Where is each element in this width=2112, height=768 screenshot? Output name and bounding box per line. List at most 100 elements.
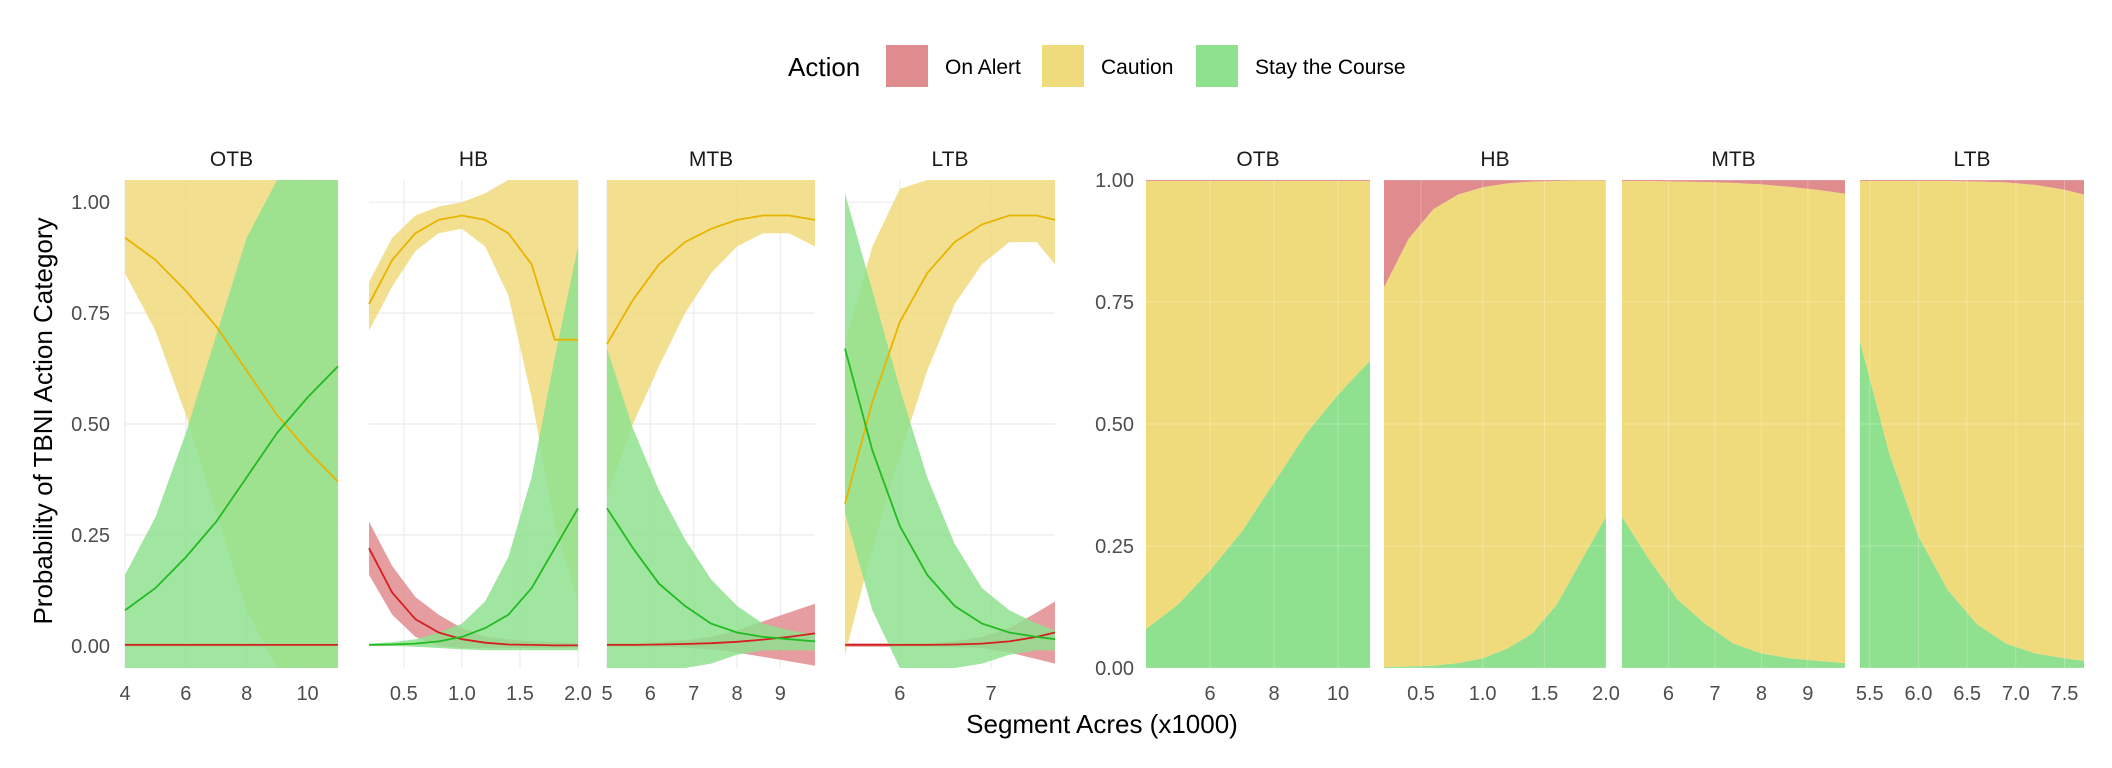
legend-title: Action xyxy=(788,52,860,82)
area-stay-the-course xyxy=(1146,360,1370,668)
legend-label-stay-the-course: Stay the Course xyxy=(1255,56,1406,79)
facet-title: LTB xyxy=(932,148,969,171)
y-tick-label: 0.75 xyxy=(71,303,110,325)
x-tick-label: 6 xyxy=(645,683,656,705)
x-tick-label: 7 xyxy=(986,683,997,705)
x-axis-title: Segment Acres (x1000) xyxy=(966,709,1238,739)
x-tick-label: 5.5 xyxy=(1856,683,1884,705)
legend-swatch-on-alert xyxy=(886,45,928,87)
y-axis-title: Probability of TBNI Action Category xyxy=(28,217,58,624)
x-tick-label: 5 xyxy=(601,683,612,705)
area-caution xyxy=(1384,180,1606,667)
area-on-alert xyxy=(1622,180,1845,194)
area-panel-hb: HB 0.5 1.0 1.5 2.0 xyxy=(1384,148,1620,705)
x-tick-label: 7 xyxy=(688,683,699,705)
y-tick-label: 0.25 xyxy=(1095,536,1134,558)
x-tick-label: 1.5 xyxy=(506,683,534,705)
facet-title: MTB xyxy=(1711,148,1755,171)
x-tick-label: 2.0 xyxy=(1592,683,1620,705)
x-tick-label: 1.0 xyxy=(1469,683,1497,705)
y-tick-label: 0.25 xyxy=(71,525,110,547)
legend: Action On Alert Caution Stay the Course xyxy=(788,45,1406,87)
line-caution xyxy=(368,214,578,341)
y-tick-label: 0.00 xyxy=(71,636,110,658)
line-stay-the-course xyxy=(368,507,579,646)
ribbon-panel-mtb: MTB 5 6 7 8 9 xyxy=(601,148,816,705)
x-tick-label: 8 xyxy=(1756,683,1767,705)
x-tick-label: 9 xyxy=(775,683,786,705)
area-panel-mtb: MTB 6 7 8 9 xyxy=(1622,148,1845,705)
ribbon-panel-hb: HB 0.5 1.0 1.5 2.0 xyxy=(368,148,592,705)
line-caution xyxy=(124,236,339,483)
ribbon-on-alert xyxy=(369,521,578,648)
ribbon-panel-otb: OTB 4 6 8 10 0.00 0.25 0.50 0.75 1.00 xyxy=(71,148,339,705)
x-tick-label: 6 xyxy=(1204,683,1215,705)
ribbon-caution xyxy=(607,180,815,495)
facet-title: LTB xyxy=(1954,148,1991,171)
legend-label-on-alert: On Alert xyxy=(945,56,1021,79)
x-tick-label: 0.5 xyxy=(1407,683,1435,705)
x-tick-label: 6.0 xyxy=(1905,683,1933,705)
legend-swatch-caution xyxy=(1042,45,1084,87)
stacked-area-panels: OTB 6 8 10 0.00 0.25 0.50 0.75 1.00 HB 0.5 1.0 1.5 2.… xyxy=(1095,148,2084,705)
area-on-alert xyxy=(1384,180,1606,288)
area-on-alert xyxy=(1860,180,2084,195)
x-tick-label: 8 xyxy=(241,683,252,705)
x-tick-label: 10 xyxy=(296,683,318,705)
x-tick-label: 1.0 xyxy=(448,683,476,705)
facet-title: OTB xyxy=(210,148,253,171)
x-tick-label: 0.5 xyxy=(390,683,418,705)
area-caution xyxy=(1622,181,1845,664)
facet-title: HB xyxy=(1480,148,1509,171)
y-tick-label: 0.50 xyxy=(71,414,110,436)
area-stay-the-course xyxy=(1622,516,1845,668)
x-tick-label: 4 xyxy=(119,683,130,705)
facet-title: MTB xyxy=(689,148,733,171)
x-tick-label: 7.0 xyxy=(2002,683,2030,705)
area-on-alert xyxy=(1146,180,1370,181)
y-tick-label: 0.50 xyxy=(1095,414,1134,436)
line-stay-the-course xyxy=(844,348,1056,641)
x-tick-label: 2.0 xyxy=(564,683,592,705)
legend-swatch-stay-the-course xyxy=(1196,45,1238,87)
area-caution xyxy=(1860,181,2084,661)
x-tick-label: 9 xyxy=(1802,683,1813,705)
line-stay-the-course xyxy=(124,365,339,612)
ribbon-stay-the-course xyxy=(607,348,815,668)
ribbon-panel-ltb: LTB 6 7 xyxy=(844,148,1056,705)
x-tick-label: 6 xyxy=(1663,683,1674,705)
ribbon-stay-the-course xyxy=(845,193,1055,669)
ribbon-stay-the-course xyxy=(125,180,338,668)
area-panel-otb: OTB 6 8 10 0.00 0.25 0.50 0.75 1.00 xyxy=(1095,148,1370,705)
facet-title: OTB xyxy=(1236,148,1279,171)
ribbon-caution xyxy=(845,180,1055,655)
area-stay-the-course xyxy=(1384,516,1606,668)
line-caution xyxy=(844,214,1056,505)
x-tick-label: 7.5 xyxy=(2051,683,2079,705)
area-stay-the-course xyxy=(1860,341,2084,668)
x-tick-label: 10 xyxy=(1327,683,1349,705)
ribbon-panels: OTB 4 6 8 10 0.00 0.25 0.50 0.75 1.00 HB 0.5 1.0 1.5 2… xyxy=(71,148,1056,705)
ribbon-stay-the-course xyxy=(369,246,578,651)
area-caution xyxy=(1146,181,1370,629)
x-tick-label: 8 xyxy=(1268,683,1279,705)
x-tick-label: 6 xyxy=(894,683,905,705)
y-tick-label: 1.00 xyxy=(71,192,110,214)
facet-title: HB xyxy=(459,148,488,171)
line-stay-the-course xyxy=(606,507,816,643)
line-on-alert xyxy=(368,547,578,647)
line-caution xyxy=(606,214,816,345)
line-on-alert xyxy=(845,631,1056,646)
legend-label-caution: Caution xyxy=(1101,56,1173,79)
x-tick-label: 6 xyxy=(180,683,191,705)
x-tick-label: 1.5 xyxy=(1530,683,1558,705)
y-tick-label: 1.00 xyxy=(1095,170,1134,192)
x-tick-label: 8 xyxy=(731,683,742,705)
ribbon-caution xyxy=(369,180,578,602)
x-tick-label: 7 xyxy=(1709,683,1720,705)
x-tick-label: 6.5 xyxy=(1953,683,1981,705)
y-tick-label: 0.75 xyxy=(1095,292,1134,314)
y-tick-label: 0.00 xyxy=(1095,658,1134,680)
area-panel-ltb: LTB 5.5 6.0 6.5 7.0 7.5 xyxy=(1856,148,2084,705)
